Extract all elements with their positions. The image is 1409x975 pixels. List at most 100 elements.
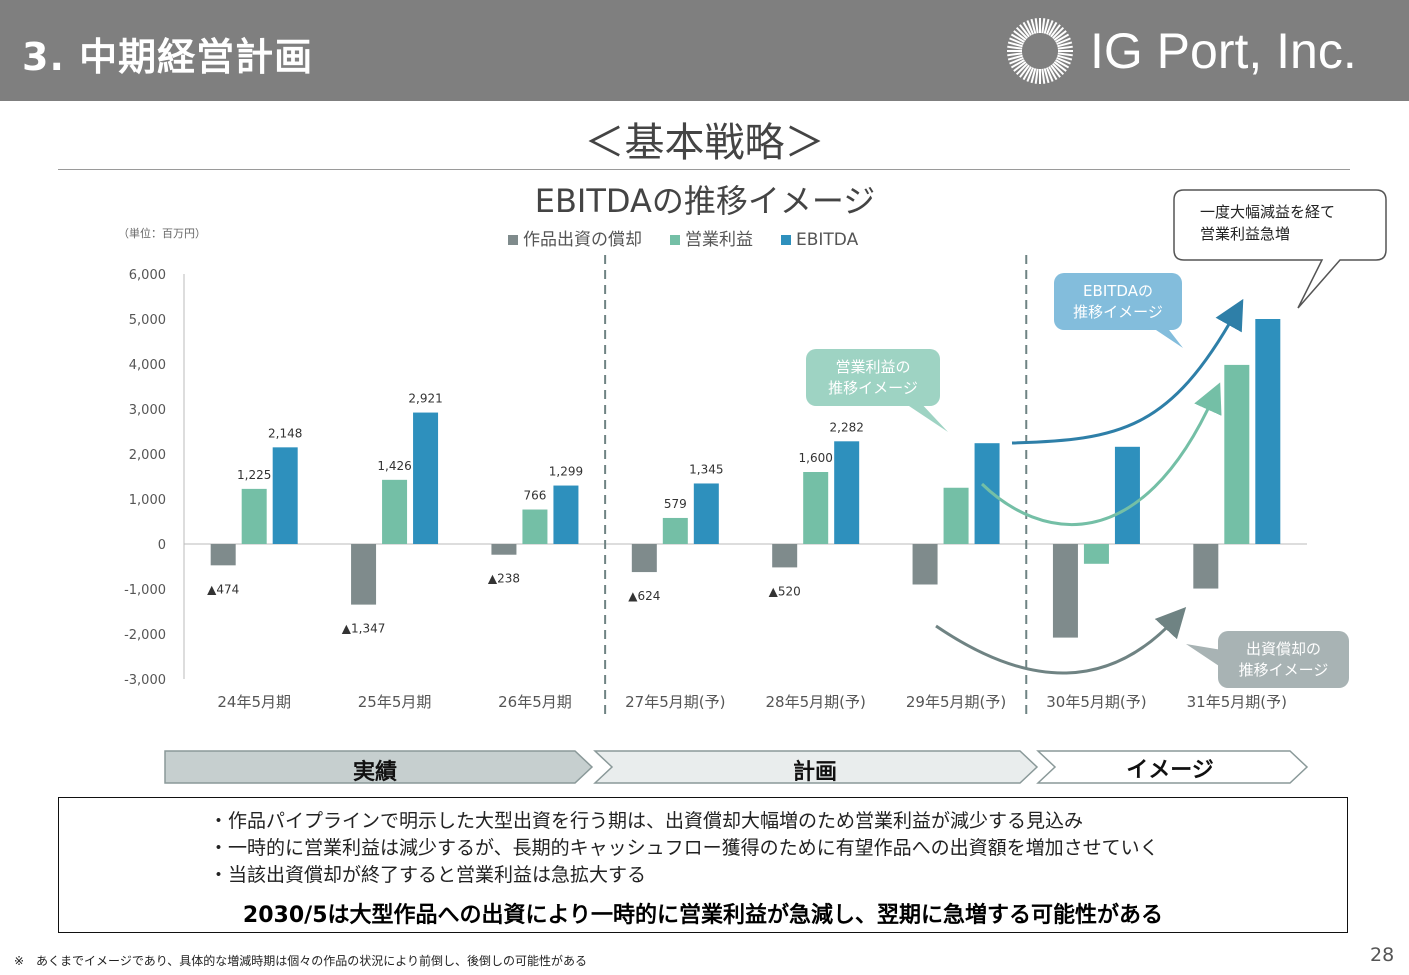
sunburst-ray — [1019, 64, 1030, 78]
sunburst-ray — [1034, 68, 1039, 84]
sunburst-ray — [1007, 52, 1023, 57]
company-logo: IG Port, Inc. — [1000, 14, 1400, 88]
note-bullet: ・一時的に営業利益は減少するが、長期的キャッシュフロー獲得のために有望作品への出… — [209, 837, 1159, 859]
bar — [522, 509, 548, 544]
sunburst-ray — [1055, 33, 1070, 43]
sunburst-ray — [1026, 67, 1035, 82]
legend-swatch — [670, 235, 680, 245]
bar — [210, 544, 236, 566]
sunburst-ray — [1007, 41, 1023, 48]
phase-arrow-actual — [164, 750, 594, 784]
bar — [912, 544, 938, 585]
sunburst-ray — [1010, 59, 1025, 69]
profit-bubble-text: 営業利益の — [835, 358, 910, 376]
profit-trend-arrow — [980, 382, 1222, 526]
bar — [241, 488, 267, 544]
bar — [662, 517, 688, 544]
data-label: 1,426 — [377, 459, 411, 473]
data-label: 2,148 — [268, 426, 302, 440]
y-tick-label: 1,000 — [129, 493, 166, 508]
x-tick-label: 28年5月期(予) — [766, 693, 866, 711]
amort-bubble-text: 推移イメージ — [1239, 661, 1329, 679]
y-tick-label: -1,000 — [124, 583, 166, 598]
bar — [693, 483, 719, 544]
x-tick-label: 24年5月期 — [217, 693, 291, 711]
divider — [58, 169, 1350, 170]
ebitda-trend-arrow — [1011, 298, 1244, 445]
y-tick-label: 6,000 — [129, 268, 166, 283]
sunburst-ray — [1013, 30, 1027, 41]
amort-bubble — [1218, 631, 1349, 688]
sunburst-ray — [1045, 67, 1054, 82]
sunburst-ray — [1009, 37, 1024, 46]
header-bar: 3. 中期経営計画 IG Port, Inc. — [0, 0, 1409, 101]
data-label: ▲624 — [628, 589, 660, 603]
profit-bubble-tail — [900, 400, 948, 432]
sunburst-ray — [1048, 66, 1058, 81]
data-label: ▲1,347 — [342, 622, 386, 636]
sunburst-ray — [1057, 45, 1073, 50]
bar — [272, 447, 298, 544]
data-label: 766 — [523, 489, 546, 503]
data-label: ▲474 — [207, 582, 239, 596]
sunburst-ray — [1053, 61, 1067, 72]
sunburst-ray — [1015, 63, 1028, 76]
bar — [1083, 544, 1109, 564]
sunburst-ray — [1007, 45, 1023, 50]
callout-text: 一度大幅減益を経て — [1200, 203, 1335, 221]
y-tick-label: -3,000 — [124, 673, 166, 688]
data-label: 1,345 — [689, 462, 723, 476]
ebitda-bubble-tail — [1150, 326, 1183, 348]
sunburst-ray — [1010, 33, 1025, 43]
sunburst-ray — [1050, 64, 1061, 78]
sunburst-ray — [1050, 24, 1061, 38]
sunburst-ray — [1022, 66, 1032, 81]
sunburst-ray — [1013, 61, 1027, 72]
bar — [382, 479, 408, 544]
bar — [351, 544, 377, 605]
bar — [803, 472, 829, 544]
slide-title: 3. 中期経営計画 — [22, 35, 314, 79]
profit-bubble-text: 推移イメージ — [828, 379, 918, 397]
sunburst-ray — [1057, 41, 1073, 48]
notes-box: ・作品パイプラインで明示した大型出資を行う期は、出資償却大幅増のため営業利益が減… — [58, 797, 1348, 933]
x-tick-label: 27年5月期(予) — [625, 693, 725, 711]
legend-swatch — [781, 235, 791, 245]
data-label: 1,299 — [549, 465, 583, 479]
legend-label: 作品出資の償却 — [523, 230, 642, 250]
data-label: 1,600 — [799, 451, 833, 465]
ebitda-chart: 6,000 5,000 4,000 3,000 2,000 1,000 0 -1,000 -2,… — [124, 189, 1387, 784]
ebitda-bubble-text: EBITDAの — [1083, 282, 1153, 300]
data-label: ▲238 — [488, 572, 520, 586]
sunburst-ray — [1053, 30, 1067, 41]
sunburst-ray — [1057, 52, 1073, 57]
sunburst-ray — [1030, 68, 1037, 84]
profit-bubble — [806, 349, 940, 406]
sunburst-ray — [1026, 20, 1035, 35]
x-tick-label: 26年5月期 — [498, 693, 572, 711]
sunburst-ray — [1009, 56, 1024, 65]
x-tick-label: 30年5月期(予) — [1046, 693, 1146, 711]
bar — [974, 443, 1000, 544]
phase-arrow-image — [1036, 750, 1309, 784]
sunburst-ray — [1015, 26, 1028, 39]
phase-label-actual: 実績 — [352, 760, 397, 785]
sunburst-ray — [1057, 54, 1073, 61]
sunburst-ray — [1043, 68, 1050, 84]
x-tick-label: 25年5月期 — [358, 693, 432, 711]
data-label: 579 — [664, 497, 687, 511]
y-tick-label: -2,000 — [124, 628, 166, 643]
logo-text: IG Port, Inc. — [1090, 23, 1357, 79]
bar — [1255, 319, 1281, 544]
sunburst-ray — [1041, 18, 1046, 34]
amort-bubble-tail — [1186, 644, 1222, 668]
sunburst-ray — [1052, 63, 1065, 76]
amortization-trend-arrow — [935, 606, 1187, 675]
ebitda-bubble — [1054, 273, 1182, 330]
y-tick-label: 5,000 — [129, 313, 166, 328]
y-tick-label: 3,000 — [129, 403, 166, 418]
bar — [631, 544, 657, 573]
bar — [772, 544, 798, 568]
sunburst-ray — [1045, 20, 1054, 35]
sunburst-ray — [1041, 68, 1046, 84]
